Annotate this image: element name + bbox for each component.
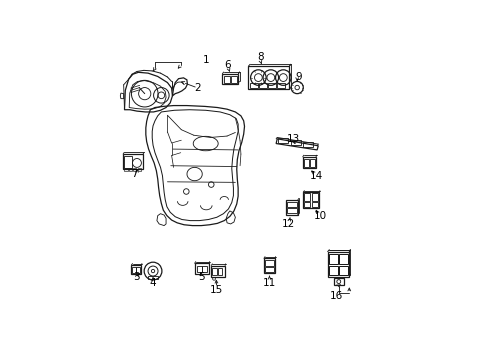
Bar — [278, 138, 288, 143]
Bar — [202, 266, 207, 272]
Text: 10: 10 — [313, 211, 326, 221]
Text: 16: 16 — [329, 291, 342, 301]
Text: 5: 5 — [198, 273, 204, 283]
Bar — [328, 254, 337, 264]
Bar — [132, 267, 135, 273]
Bar — [304, 202, 310, 207]
Text: 6: 6 — [224, 60, 231, 70]
Bar — [309, 159, 314, 167]
Bar — [224, 76, 230, 83]
Text: 8: 8 — [257, 52, 263, 62]
Bar — [327, 252, 348, 276]
Bar — [136, 267, 140, 273]
Bar — [303, 192, 319, 208]
Bar — [311, 193, 317, 201]
Bar — [148, 276, 158, 279]
Bar — [222, 74, 238, 84]
Bar — [285, 200, 297, 215]
Text: 2: 2 — [194, 82, 200, 93]
Bar — [328, 266, 337, 275]
Bar — [259, 82, 266, 88]
Bar — [286, 208, 296, 213]
Text: 15: 15 — [210, 285, 223, 296]
Text: 13: 13 — [286, 134, 300, 144]
Text: 1: 1 — [203, 55, 209, 66]
Bar — [333, 278, 344, 285]
Bar — [133, 168, 136, 171]
Bar — [304, 193, 310, 201]
Bar — [249, 82, 257, 88]
Bar — [303, 159, 308, 167]
Bar — [339, 254, 347, 264]
Bar — [218, 268, 222, 275]
Bar — [311, 202, 317, 207]
Bar — [277, 82, 285, 88]
Text: 4: 4 — [149, 278, 156, 288]
Text: 3: 3 — [133, 273, 140, 283]
Bar — [339, 266, 347, 275]
Bar — [264, 258, 274, 273]
Text: 9: 9 — [294, 72, 301, 82]
Bar — [248, 66, 289, 89]
Bar — [290, 140, 300, 145]
Bar — [124, 156, 132, 168]
Text: 14: 14 — [309, 171, 323, 181]
Bar — [131, 265, 141, 274]
Bar — [124, 168, 127, 171]
Bar — [286, 202, 296, 207]
Bar — [264, 267, 273, 271]
Text: 7: 7 — [131, 169, 138, 179]
Bar — [302, 157, 315, 168]
Bar — [264, 260, 273, 266]
Text: 12: 12 — [282, 219, 295, 229]
Bar — [196, 266, 201, 272]
Bar — [231, 76, 236, 83]
Bar — [137, 168, 141, 171]
Bar — [302, 142, 312, 147]
Bar — [211, 266, 224, 276]
Bar — [267, 82, 275, 88]
Bar — [128, 168, 132, 171]
Bar — [123, 154, 143, 169]
Text: 11: 11 — [262, 278, 276, 288]
Bar — [212, 268, 216, 275]
Bar — [194, 263, 208, 274]
